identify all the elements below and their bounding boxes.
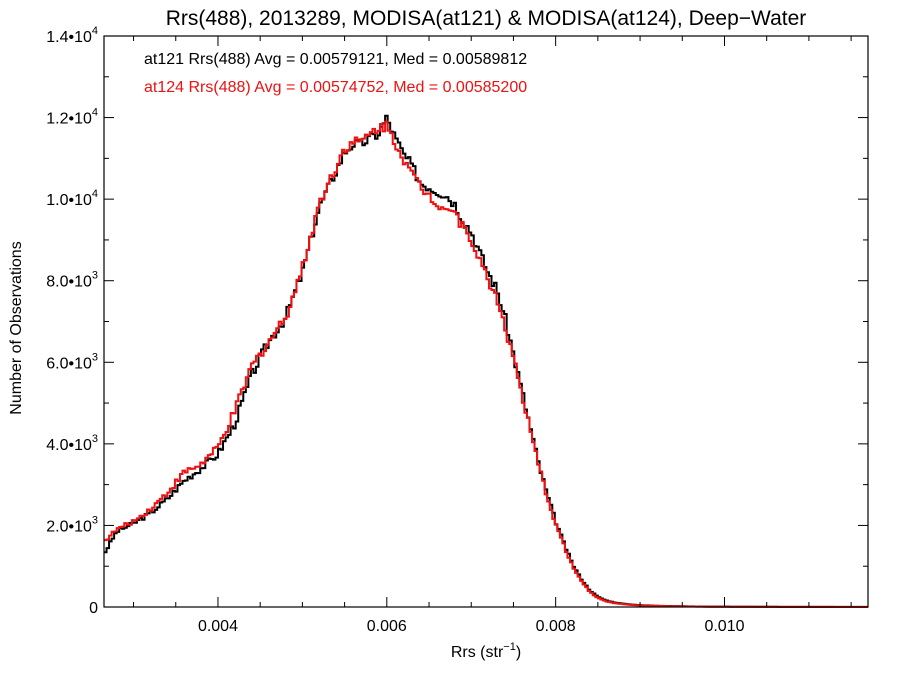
y-tick-label: 1.0•104	[46, 188, 98, 209]
y-tick-label: 6.0•103	[46, 351, 98, 372]
plot-frame	[103, 35, 869, 608]
y-tick-label: 1.4•104	[46, 25, 98, 46]
y-axis-label: Number of Observations	[8, 241, 25, 414]
y-tick-label: 4.0•103	[46, 433, 98, 454]
y-tick-label: 8.0•103	[46, 270, 98, 291]
x-tick-label: 0.008	[536, 618, 576, 635]
y-tick-label: 1.2•104	[46, 107, 98, 128]
x-axis-label-exponent: −1	[503, 641, 516, 653]
x-tick-label: 0.006	[367, 618, 407, 635]
x-axis-label-close: )	[516, 644, 521, 661]
axes	[103, 35, 869, 608]
series-at124-line	[104, 120, 868, 608]
x-tick-label: 0.004	[198, 618, 238, 635]
plot-area	[104, 114, 868, 608]
y-tick-label: 0	[89, 600, 98, 617]
series-at121-line	[104, 114, 868, 608]
chart-title: Rrs(488), 2013289, MODISA(at121) & MODIS…	[166, 7, 807, 30]
annotation-at124: at124 Rrs(488) Avg = 0.00574752, Med = 0…	[144, 79, 527, 96]
x-axis-label: Rrs (str−1)	[451, 641, 521, 661]
x-axis-label-base: Rrs (str	[451, 644, 504, 661]
annotation-at121: at121 Rrs(488) Avg = 0.00579121, Med = 0…	[144, 51, 527, 68]
x-tick-label: 0.010	[704, 618, 744, 635]
y-tick-label: 2.0•103	[46, 514, 98, 535]
tick-labels: 0.004 0.006 0.008 0.010 0 2.0•103 4.0•103 6.0•1…	[46, 25, 744, 635]
